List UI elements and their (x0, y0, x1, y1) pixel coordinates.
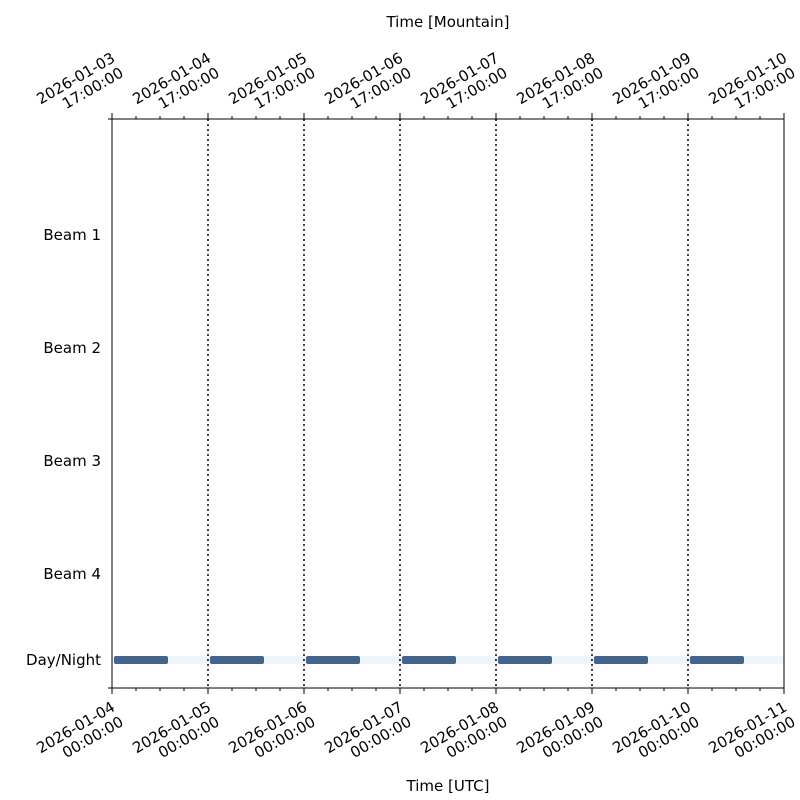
tick-label-group: 2026-01-0417:00:00 (129, 49, 222, 123)
x-tick-label: 2026-01-0800:00:00 (417, 698, 510, 772)
night-bar (210, 656, 264, 664)
tick-label-group: 2026-01-0717:00:00 (417, 49, 510, 123)
x2-axis-label: Time [Mountain] (385, 13, 509, 31)
y-tick-label: Beam 4 (43, 565, 101, 583)
tick-label-group: 2026-01-0900:00:00 (513, 698, 606, 772)
x-axis-label: Time [UTC] (406, 777, 490, 795)
y-tick-label: Day/Night (26, 651, 101, 669)
tick-label-group: 2026-01-0800:00:00 (417, 698, 510, 772)
x-tick-label: 2026-01-0600:00:00 (225, 698, 318, 772)
tick-label-group: 2026-01-0917:00:00 (609, 49, 702, 123)
night-bar (402, 656, 456, 664)
x-tick-label: 2026-01-0317:00:00 (33, 49, 126, 123)
tick-label-group: 2026-01-0600:00:00 (225, 698, 318, 772)
x-tick-label: 2026-01-0817:00:00 (513, 49, 606, 123)
tick-label-group: 2026-01-1000:00:00 (609, 698, 702, 772)
tick-label-group: 2026-01-1017:00:00 (705, 49, 798, 123)
x-tick-label: 2026-01-1100:00:00 (705, 698, 798, 772)
x-tick-label: 2026-01-0617:00:00 (321, 49, 414, 123)
x-tick-label: 2026-01-1017:00:00 (705, 49, 798, 123)
x-tick-label: 2026-01-0517:00:00 (225, 49, 318, 123)
x-tick-label: 2026-01-0700:00:00 (321, 698, 414, 772)
night-bar (498, 656, 552, 664)
x-tick-label: 2026-01-1000:00:00 (609, 698, 702, 772)
tick-label-group: 2026-01-0617:00:00 (321, 49, 414, 123)
x-tick-label: 2026-01-0417:00:00 (129, 49, 222, 123)
x-tick-label: 2026-01-0900:00:00 (513, 698, 606, 772)
night-bar (114, 656, 168, 664)
y-tick-label: Beam 3 (43, 452, 101, 470)
x-tick-label: 2026-01-0717:00:00 (417, 49, 510, 123)
tick-label-group: 2026-01-0500:00:00 (129, 698, 222, 772)
tick-label-group: 2026-01-0700:00:00 (321, 698, 414, 772)
plot-frame (111, 118, 785, 689)
y-tick-label: Beam 2 (43, 339, 101, 357)
x-tick-label: 2026-01-0917:00:00 (609, 49, 702, 123)
x-tick-label: 2026-01-0400:00:00 (33, 698, 126, 772)
night-bar (690, 656, 744, 664)
night-bar (306, 656, 360, 664)
tick-label-group: 2026-01-0317:00:00 (33, 49, 126, 123)
tick-label-group: 2026-01-0517:00:00 (225, 49, 318, 123)
x-tick-label: 2026-01-0500:00:00 (129, 698, 222, 772)
tick-label-group: 2026-01-0400:00:00 (33, 698, 126, 772)
tick-label-group: 2026-01-1100:00:00 (705, 698, 798, 772)
tick-label-group: 2026-01-0817:00:00 (513, 49, 606, 123)
night-bar (594, 656, 648, 664)
y-tick-label: Beam 1 (43, 226, 101, 244)
